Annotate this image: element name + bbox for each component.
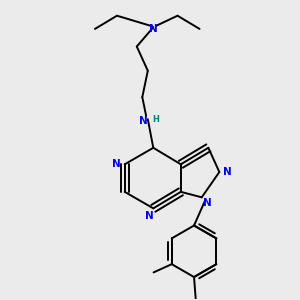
Text: N: N <box>203 198 212 208</box>
Text: N: N <box>140 116 148 126</box>
Text: N: N <box>145 211 154 220</box>
Text: N: N <box>112 159 121 169</box>
Text: H: H <box>153 115 160 124</box>
Text: N: N <box>223 167 232 177</box>
Text: N: N <box>149 24 158 34</box>
